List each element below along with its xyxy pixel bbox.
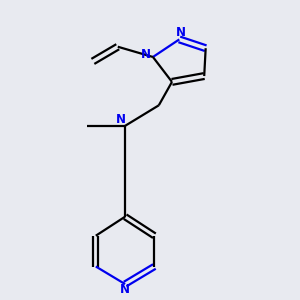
Text: N: N	[141, 48, 151, 61]
Text: N: N	[116, 113, 126, 127]
Text: N: N	[120, 283, 130, 296]
Text: N: N	[176, 26, 186, 40]
